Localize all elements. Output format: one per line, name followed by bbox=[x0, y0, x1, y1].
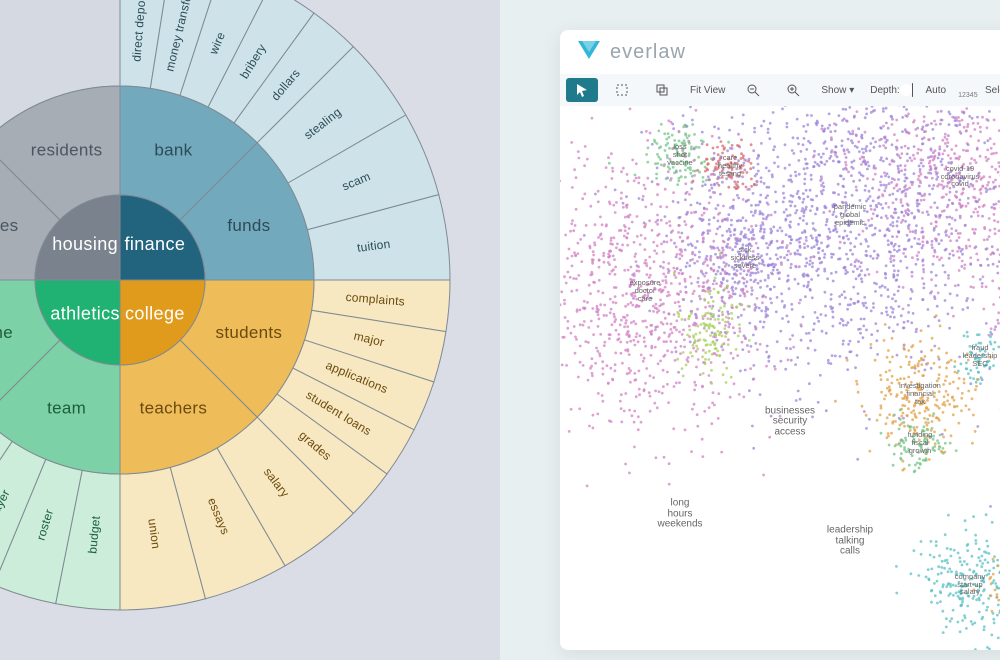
svg-text:funds: funds bbox=[227, 216, 270, 235]
svg-text:bank: bank bbox=[154, 141, 192, 160]
cluster-label-funding: fundingfiscalgrowth bbox=[908, 431, 933, 455]
cluster-label-businesses: businessessecurityaccess bbox=[765, 406, 815, 438]
app-header: everlaw bbox=[560, 30, 1000, 74]
clone-tool-button[interactable] bbox=[646, 78, 678, 102]
cluster-canvas[interactable]: lossshotvaccine carehealthytesting covid-1… bbox=[560, 106, 1000, 650]
svg-text:residents: residents bbox=[31, 141, 103, 160]
svg-text:team: team bbox=[47, 398, 86, 417]
app-toolbar: Fit View Show ▾ Depth: Auto 12345 Select… bbox=[560, 74, 1000, 106]
fit-view-button[interactable]: Fit View bbox=[686, 85, 729, 96]
cluster-label-sick-sickness: sicksicknesssevere bbox=[731, 247, 760, 271]
cluster-label-leadership: leadershiptalkingcalls bbox=[827, 525, 873, 557]
cluster-label-loss-shot-vaccine: lossshotvaccine bbox=[667, 143, 692, 167]
svg-text:housing: housing bbox=[52, 234, 118, 254]
cluster-label-pandemic: pandemicglobalepidemic bbox=[834, 203, 867, 227]
show-dropdown[interactable]: Show ▾ bbox=[817, 85, 858, 96]
depth-slider[interactable]: 12345 bbox=[958, 80, 965, 100]
show-dropdown-label: Show bbox=[821, 85, 846, 96]
zoom-in-button[interactable] bbox=[777, 78, 809, 102]
marquee-tool-button[interactable] bbox=[606, 78, 638, 102]
cluster-label-long-hours: longhoursweekends bbox=[657, 498, 702, 530]
cluster-label-covid-coronavirus: covid-19coronaviruscovid bbox=[941, 165, 980, 189]
auto-label: Auto bbox=[921, 85, 950, 96]
svg-text:college: college bbox=[125, 304, 185, 324]
svg-text:game: game bbox=[0, 323, 13, 342]
cluster-label-company: companystart-upsalary bbox=[955, 573, 985, 597]
depth-label: Depth: bbox=[866, 85, 903, 96]
svg-text:finance: finance bbox=[124, 234, 185, 254]
svg-text:athletics: athletics bbox=[50, 304, 120, 324]
brand-logo bbox=[578, 41, 600, 64]
cluster-label-fraud: fraudleadershipSEC bbox=[963, 344, 998, 368]
svg-text:utilities: utilities bbox=[0, 216, 18, 235]
brand-name: everlaw bbox=[610, 41, 686, 64]
zoom-out-button[interactable] bbox=[737, 78, 769, 102]
cluster-app-panel: everlaw Fit View Show ▾ Depth: Auto 1234… bbox=[500, 0, 1000, 660]
cursor-tool-button[interactable] bbox=[566, 78, 598, 102]
svg-text:students: students bbox=[216, 323, 283, 342]
cluster-label-care-healthy-testing: carehealthytesting bbox=[718, 154, 742, 178]
slider-ticks: 12345 bbox=[958, 92, 965, 99]
sunburst-chart: financebankdirect depositmoney transferw… bbox=[0, 0, 460, 620]
select-clusters-button[interactable]: Select clusters bbox=[981, 85, 1000, 96]
svg-text:teachers: teachers bbox=[140, 398, 208, 417]
auto-depth-toggle[interactable] bbox=[912, 83, 914, 97]
app-window: everlaw Fit View Show ▾ Depth: Auto 1234… bbox=[560, 30, 1000, 650]
cluster-label-investigation: investigationfinancialtax bbox=[899, 383, 941, 407]
chevron-down-icon: ▾ bbox=[849, 85, 854, 96]
cluster-label-exposure: exposuredoctorcare bbox=[630, 279, 661, 303]
